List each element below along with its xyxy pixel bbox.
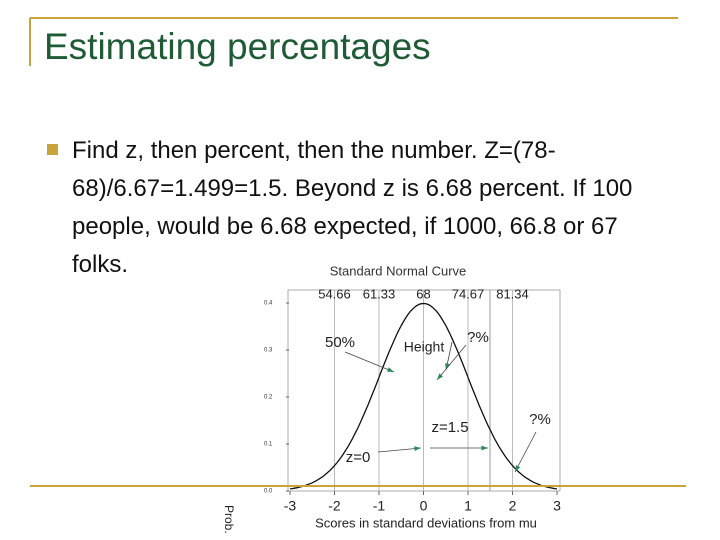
arrow-head [387, 367, 394, 372]
annotation: 50% [325, 334, 355, 351]
bullet-text: Find z, then percent, then the number. Z… [72, 137, 633, 278]
y-tick-label: 0.0 [264, 489, 273, 495]
slide-title: Estimating percentages [44, 26, 431, 67]
annotation: z=1.5 [431, 419, 468, 436]
top-label: 74.67 [452, 286, 485, 301]
x-tick-label: -2 [328, 498, 341, 514]
arrow [514, 431, 537, 473]
figure-title: Standard Normal Curve [330, 263, 467, 278]
top-label: 81.34 [496, 286, 529, 301]
annotation: z=0 [346, 449, 371, 466]
y-tick-label: 0.3 [264, 348, 273, 354]
y-tick-label: 0.1 [264, 442, 273, 448]
top-label: 68 [416, 286, 430, 301]
arrow-head [414, 446, 421, 451]
y-tick-label: 0.2 [264, 395, 273, 401]
annotation: ?% [529, 411, 551, 428]
plot: Standard Normal Curve 0.0 0.1 0.2 0.3 0.4 -3 -2… [222, 263, 561, 533]
arrow-head [481, 445, 488, 451]
arrow [344, 351, 395, 373]
bullet-marker [47, 144, 58, 155]
x-tick-label: -3 [284, 498, 297, 514]
x-tick-label: 3 [553, 498, 561, 514]
x-tick-label: 2 [509, 498, 517, 514]
y-axis-label: Prob. [222, 505, 236, 534]
x-tick-label: -1 [373, 498, 386, 514]
arrow-head [437, 373, 444, 380]
annotation: ?% [467, 329, 489, 346]
x-tick-label: 1 [464, 498, 472, 514]
normal-curve [289, 302, 558, 490]
top-label: 54.66 [318, 286, 351, 301]
bullet: Find z, then percent, then the number. Z… [47, 132, 647, 284]
arrow-head [515, 465, 521, 472]
arrow [377, 447, 422, 453]
y-tick-label: 0.4 [264, 301, 273, 307]
annotation: Height [404, 339, 445, 355]
x-tick-label: 0 [420, 498, 428, 514]
top-label: 61.33 [363, 286, 396, 301]
arrow [436, 344, 467, 381]
x-axis-label: Scores in standard deviations from mu [315, 515, 537, 530]
